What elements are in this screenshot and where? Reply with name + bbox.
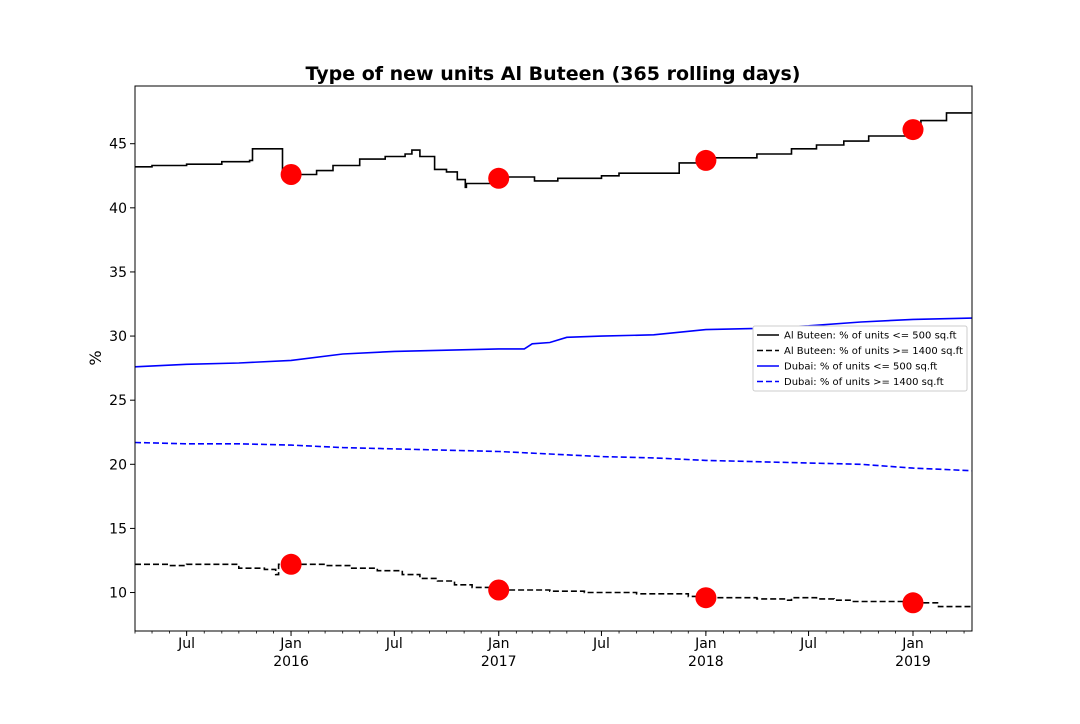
axes-frame <box>134 85 973 632</box>
marker-point-6 <box>488 579 510 601</box>
series-line-1 <box>135 112 972 189</box>
series-line-4 <box>135 441 972 472</box>
y-tick-label: 45 <box>109 137 127 153</box>
plot-area <box>135 112 972 614</box>
y-tick-label: 25 <box>109 393 127 409</box>
legend-label: Al Buteen: % of units >= 1400 sq.ft <box>784 346 963 357</box>
marker-point-7 <box>695 587 717 609</box>
marker-point-5 <box>280 553 302 575</box>
legend-label: Dubai: % of units <= 500 sq.ft <box>784 362 937 373</box>
x-tick-label: Jan 2018 <box>688 636 724 670</box>
x-tick-label: Jan 2019 <box>895 636 931 670</box>
legend-label: Dubai: % of units >= 1400 sq.ft <box>784 377 944 388</box>
x-tick-label: Jul <box>177 636 195 652</box>
y-tick-label: 35 <box>109 265 127 281</box>
x-tick-label: Jul <box>799 636 817 652</box>
y-tick-label: 15 <box>109 521 127 537</box>
x-tick-label: Jan 2017 <box>481 636 517 670</box>
x-tick-label: Jan 2016 <box>273 636 309 670</box>
series-line-2 <box>135 563 972 608</box>
marker-point-8 <box>902 592 924 614</box>
y-tick-label: 40 <box>109 201 127 217</box>
chart-title: Type of new units Al Buteen (365 rolling… <box>306 63 801 85</box>
marker-point-1 <box>280 164 302 185</box>
legend-label: Al Buteen: % of units <= 500 sq.ft <box>784 331 957 342</box>
legend-box <box>752 325 968 392</box>
y-tick-label: 30 <box>109 329 127 345</box>
legend: Al Buteen: % of units <= 500 sq.ft Al But… <box>752 325 968 392</box>
marker-point-3 <box>695 149 717 171</box>
y-tick-label: 10 <box>109 586 127 602</box>
marker-point-4 <box>902 119 924 141</box>
y-axis-label: % <box>86 350 105 365</box>
marker-point-2 <box>488 167 510 189</box>
x-tick-label: Jul <box>592 636 610 652</box>
x-tick-label: Jul <box>385 636 403 652</box>
axes: Jul Jan 2016 Jul Jan 2017 Jul Jan 2018 Jul Jan 2019… <box>109 85 973 670</box>
y-tick-label: 20 <box>109 457 127 473</box>
